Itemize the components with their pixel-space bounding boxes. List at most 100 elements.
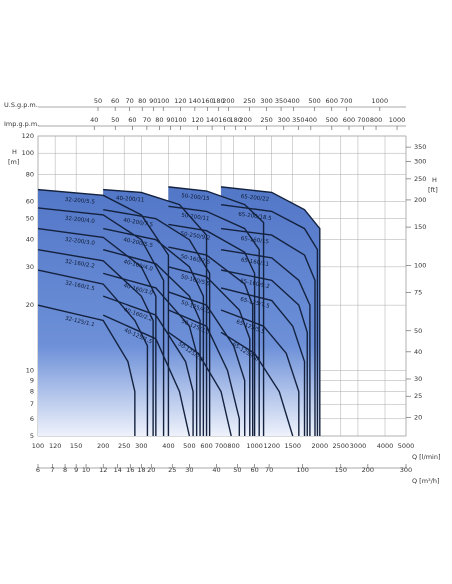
- pump-curve: [168, 266, 251, 436]
- y-label: H: [12, 148, 17, 156]
- x-axis-tick-label: 70: [143, 116, 151, 124]
- pump-curve: [37, 248, 154, 436]
- x-label: Q [l/min]: [412, 453, 441, 461]
- x-axis-tick-label: 10: [82, 466, 90, 474]
- y-tick-label: 100: [22, 149, 34, 157]
- curve-label: 32-200/4.0: [65, 216, 96, 225]
- y-tick-label: 80: [26, 170, 34, 178]
- x-axis-tick-label: 250: [260, 116, 272, 124]
- x-axis-tick-label: 12: [99, 466, 107, 474]
- pump-curve: [168, 223, 256, 436]
- pump-curve: [168, 205, 260, 436]
- pump-curve: [37, 188, 170, 436]
- curve-label: 65-200/18.5: [238, 212, 273, 222]
- y2-tick-label: 300: [414, 158, 426, 166]
- x-axis-tick-label: 400: [305, 116, 317, 124]
- curve-label: 40-200/11: [116, 196, 145, 204]
- pump-curve: [220, 331, 294, 437]
- x-axis-tick-label: 1000: [372, 97, 389, 105]
- x-axis-tick-label: 600: [326, 97, 338, 105]
- x-axis-tick-label: 16: [126, 466, 134, 474]
- x-axis-tick-label: 18: [137, 466, 145, 474]
- x-axis-tick-label: 300: [260, 97, 272, 105]
- y2-tick-label: 50: [414, 327, 422, 335]
- curve-label: 32-160/2.2: [64, 259, 95, 270]
- x-tick-label: 400: [162, 442, 174, 450]
- y2-tick-label: 25: [414, 392, 422, 400]
- x-axis-tick-label: 160: [201, 97, 213, 105]
- curve-label: 50-250/9.2: [180, 231, 211, 242]
- x-axis-tick-label: 100: [296, 466, 308, 474]
- y-tick-label: 50: [26, 215, 34, 223]
- pump-curve: [103, 272, 198, 436]
- x-tick-label: 300: [135, 442, 147, 450]
- x-axis-tick-label: 80: [138, 97, 146, 105]
- pump-curve: [37, 269, 149, 436]
- y2-tick-label: 20: [414, 413, 422, 421]
- pump-curve: [103, 248, 201, 436]
- x-tick-label: 250: [118, 442, 130, 450]
- x-axis-tick-label: 200: [239, 116, 251, 124]
- pump-curve: [220, 309, 300, 436]
- pump-curve: [102, 295, 194, 436]
- y2-tick-label: 250: [414, 175, 426, 183]
- x-axis-tick-label: 40: [212, 466, 220, 474]
- y-tick-label: 10: [26, 367, 34, 375]
- x-axis-tick-label: 8: [63, 466, 67, 474]
- pump-curve: [168, 246, 254, 436]
- pump-curve: [103, 208, 211, 436]
- x-axis-tick-label: 200: [222, 97, 234, 105]
- pump-curve: [37, 304, 136, 436]
- x-tick-label: 200: [97, 442, 109, 450]
- pump-curve: [103, 188, 208, 436]
- x-axis-tick-label: 20: [147, 466, 155, 474]
- pump-curve: [103, 227, 205, 436]
- x-tick-label: 500: [183, 442, 195, 450]
- curve-label: 65-200/22: [240, 194, 269, 203]
- x-axis-tick-label: 180: [212, 97, 224, 105]
- x-axis-tick-label: 300: [400, 466, 412, 474]
- x-tick-label: 1500: [284, 442, 301, 450]
- pump-curve: [220, 203, 319, 436]
- x-axis-tick-label: 60: [250, 466, 258, 474]
- x-tick-label: 800: [227, 442, 239, 450]
- curve-label: 50-200/11: [181, 213, 210, 223]
- y-tick-label: 9: [30, 377, 34, 385]
- x-tick-label: 4000: [377, 442, 394, 450]
- x-tick-label: 700: [215, 442, 227, 450]
- y-tick-label: 20: [26, 301, 34, 309]
- x-tick-label: 2500: [333, 442, 350, 450]
- x-axis-tick-label: 80: [155, 116, 163, 124]
- y-tick-label: 30: [26, 263, 34, 271]
- y-tick-label: 40: [26, 236, 34, 244]
- x-axis-tick-label: 50: [233, 466, 241, 474]
- y2-unit: [ft]: [428, 186, 438, 194]
- y-tick-label: 8: [30, 388, 34, 396]
- x-axis-tick-label: 6: [36, 466, 40, 474]
- y2-tick-label: 200: [414, 196, 426, 204]
- curve-label: 32-200/3.0: [64, 237, 95, 247]
- x-axis-tick-label: 160: [218, 116, 230, 124]
- x-axis-tick-label: 90: [149, 97, 157, 105]
- x-axis-tick-label: 800: [370, 116, 382, 124]
- pump-curve: [220, 269, 308, 436]
- x-axis-tick-label: 300: [278, 116, 290, 124]
- axis-label: Q [m³/h]: [412, 477, 440, 485]
- x-axis-tick-label: 14: [114, 466, 122, 474]
- pump-curve: [220, 227, 316, 436]
- y-tick-label: 5: [30, 432, 34, 440]
- y-tick-label: 6: [30, 415, 34, 423]
- x-axis-tick-label: 700: [340, 97, 352, 105]
- x-axis-tick-label: 350: [275, 97, 287, 105]
- x-axis-tick-label: 350: [292, 116, 304, 124]
- y2-label: H: [432, 176, 437, 184]
- x-axis-tick-label: 90: [166, 116, 174, 124]
- y2-tick-label: 40: [414, 348, 422, 356]
- y-tick-label: 7: [30, 400, 34, 408]
- x-axis-tick-label: 120: [191, 116, 203, 124]
- y2-tick-label: 150: [414, 223, 426, 231]
- x-axis-tick-label: 500: [326, 116, 338, 124]
- pump-curve: [102, 314, 191, 437]
